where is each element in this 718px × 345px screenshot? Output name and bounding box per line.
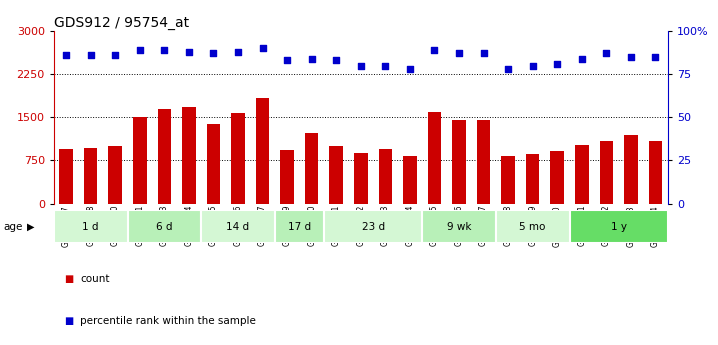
Text: 9 wk: 9 wk — [447, 222, 471, 232]
Text: 6 d: 6 d — [156, 222, 172, 232]
Point — [404, 66, 416, 72]
Point — [625, 54, 637, 60]
Bar — [378, 149, 392, 204]
Bar — [452, 120, 466, 204]
Bar — [128, 210, 201, 243]
Point — [551, 61, 563, 67]
Bar — [648, 141, 662, 204]
Bar — [600, 141, 613, 204]
Bar — [330, 146, 343, 204]
Bar — [54, 210, 128, 243]
Point — [281, 58, 293, 63]
Bar — [477, 120, 490, 204]
Bar — [569, 210, 668, 243]
Point — [380, 63, 391, 68]
Bar — [280, 149, 294, 204]
Bar — [207, 124, 220, 204]
Bar — [108, 146, 122, 204]
Point — [503, 66, 514, 72]
Bar — [182, 107, 196, 204]
Bar — [551, 151, 564, 204]
Text: 1 d: 1 d — [83, 222, 99, 232]
Bar — [324, 210, 422, 243]
Text: count: count — [80, 275, 110, 284]
Text: 1 y: 1 y — [610, 222, 627, 232]
Point — [60, 52, 72, 58]
Text: ■: ■ — [65, 316, 74, 326]
Point — [330, 58, 342, 63]
Bar — [305, 133, 319, 204]
Text: 5 mo: 5 mo — [520, 222, 546, 232]
Bar — [354, 153, 368, 204]
Point — [600, 51, 612, 56]
Bar — [157, 109, 171, 204]
Bar — [496, 210, 569, 243]
Bar — [201, 210, 275, 243]
Bar — [256, 98, 269, 204]
Text: age: age — [4, 222, 23, 231]
Point — [257, 46, 269, 51]
Bar — [428, 112, 442, 204]
Point — [109, 52, 121, 58]
Point — [134, 47, 146, 53]
Point — [208, 51, 219, 56]
Text: 14 d: 14 d — [226, 222, 250, 232]
Bar — [624, 135, 638, 204]
Point — [355, 63, 366, 68]
Point — [650, 54, 661, 60]
Text: 17 d: 17 d — [288, 222, 311, 232]
Point — [159, 47, 170, 53]
Bar — [422, 210, 496, 243]
Point — [527, 63, 538, 68]
Text: ■: ■ — [65, 275, 74, 284]
Point — [306, 56, 317, 61]
Bar — [403, 156, 416, 204]
Point — [183, 49, 195, 55]
Point — [233, 49, 244, 55]
Bar — [575, 146, 589, 204]
Text: 23 d: 23 d — [361, 222, 385, 232]
Text: ▶: ▶ — [27, 222, 34, 231]
Point — [429, 47, 440, 53]
Point — [453, 51, 465, 56]
Bar — [133, 117, 146, 204]
Bar — [84, 148, 98, 204]
Bar — [60, 149, 73, 204]
Point — [85, 52, 96, 58]
Bar — [275, 210, 324, 243]
Point — [576, 56, 587, 61]
Bar — [526, 154, 539, 204]
Text: percentile rank within the sample: percentile rank within the sample — [80, 316, 256, 326]
Point — [478, 51, 490, 56]
Text: GDS912 / 95754_at: GDS912 / 95754_at — [54, 16, 189, 30]
Bar — [231, 113, 245, 204]
Bar — [501, 156, 515, 204]
